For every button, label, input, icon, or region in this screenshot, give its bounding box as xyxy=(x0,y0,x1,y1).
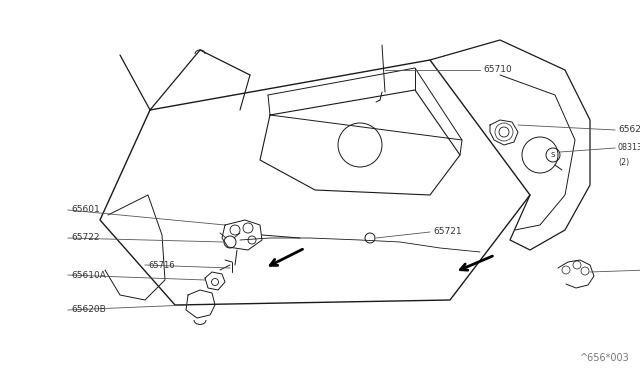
Text: 65710: 65710 xyxy=(483,65,512,74)
Text: ^656*003: ^656*003 xyxy=(580,353,630,363)
Text: 65716: 65716 xyxy=(148,260,175,269)
Text: 65620: 65620 xyxy=(618,125,640,135)
Text: (2): (2) xyxy=(618,158,629,167)
Text: 65610A: 65610A xyxy=(71,270,106,279)
Text: 65721: 65721 xyxy=(433,228,461,237)
Text: S: S xyxy=(551,152,555,158)
Text: 65601: 65601 xyxy=(71,205,100,215)
Text: 08313-61698: 08313-61698 xyxy=(618,144,640,153)
Text: 65620B: 65620B xyxy=(71,305,106,314)
Text: 65722: 65722 xyxy=(71,234,99,243)
